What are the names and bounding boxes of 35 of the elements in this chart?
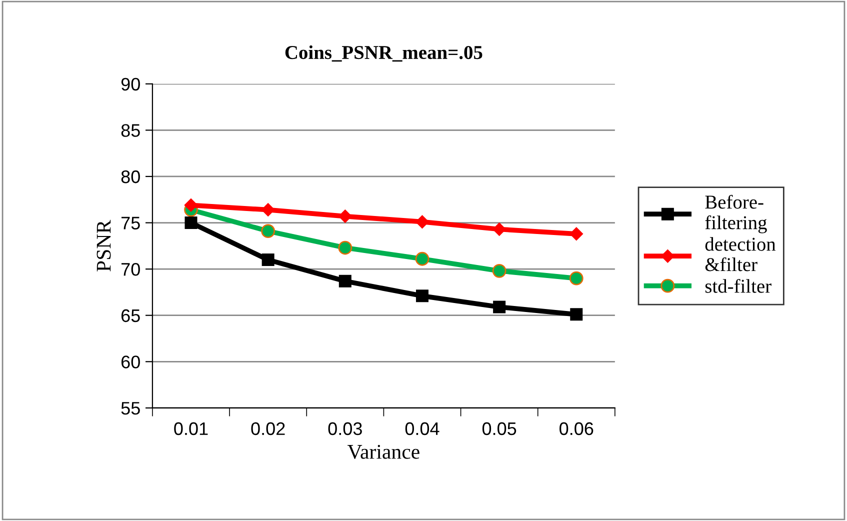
point (569, 271, 584, 286)
point (184, 198, 198, 212)
x-tick-label: 0.01 (174, 422, 208, 436)
x-tick-label: 0.05 (482, 422, 516, 436)
point (570, 308, 583, 321)
point (416, 290, 428, 302)
point (262, 254, 274, 266)
y-tick-label: 85 (121, 124, 140, 137)
point (415, 252, 430, 266)
point (261, 203, 275, 216)
x-tick-label: 0.03 (328, 422, 362, 436)
point (261, 224, 276, 238)
y-axis-title: PSNR (96, 220, 111, 272)
point (338, 274, 352, 288)
point (416, 215, 429, 228)
y-tick-label: 80 (121, 170, 140, 184)
point (338, 240, 352, 255)
y-tick-label: 55 (121, 402, 140, 415)
point (338, 210, 352, 223)
x-axis-title: Variance (347, 444, 420, 459)
y-tick-label: 75 (122, 216, 140, 230)
point (492, 222, 506, 236)
point (184, 216, 198, 230)
x-tick-label: 0.04 (405, 422, 440, 436)
x-tick-label: 0.06 (560, 422, 594, 436)
y-tick-label: 70 (122, 262, 140, 276)
y-tick-label: 90 (121, 78, 140, 91)
y-tick-label: 60 (121, 356, 140, 368)
x-tick-label: 0.02 (251, 422, 285, 436)
point (493, 300, 506, 314)
y-tick-label: 65 (121, 309, 140, 322)
chart-title: Coins_PSNR_mean=.05 (285, 45, 482, 62)
legend-label: std-filter (705, 278, 772, 293)
point (570, 227, 583, 240)
point (492, 264, 506, 278)
